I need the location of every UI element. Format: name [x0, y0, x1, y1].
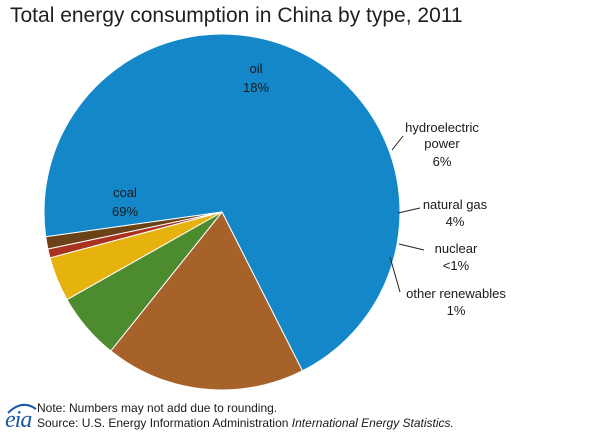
slice-coal [43, 33, 401, 372]
slice-label-nuclear: nuclear [435, 241, 478, 256]
footer-source: Source: U.S. Energy Information Administ… [37, 416, 597, 431]
slice-pct-oil: 18% [243, 80, 269, 95]
eia-logo-arc-icon [7, 403, 37, 414]
slice-label-natural-gas: natural gas [423, 197, 488, 212]
source-text: Source: U.S. Energy Information Administ… [37, 416, 292, 430]
slice-pct-hydroelectric-power: 6% [433, 154, 452, 169]
footer-note: Note: Numbers may not add due to roundin… [37, 401, 278, 415]
slice-other-renewables [45, 211, 223, 250]
footer: eia Note: Numbers may not add due to rou… [5, 401, 597, 433]
slice-pct-natural-gas: 4% [446, 214, 465, 229]
leader-line-other-renewables [389, 256, 401, 293]
slice-label-hydroelectric-power: power [424, 136, 460, 151]
slice-pct-nuclear: <1% [443, 258, 470, 273]
chart-title: Total energy consumption in China by typ… [10, 4, 463, 27]
slice-label-oil: oil [249, 61, 262, 76]
leader-line-hydroelectric-power [391, 135, 404, 151]
slice-label-hydroelectric-power: hydroelectric [405, 120, 479, 135]
slice-pct-other-renewables: 1% [447, 303, 466, 318]
slice-label-other-renewables: other renewables [406, 286, 506, 301]
leader-line-natural-gas [397, 207, 421, 214]
source-italic: International Energy Statistics. [291, 416, 454, 430]
leader-line-nuclear [398, 243, 425, 251]
eia-logo: eia [5, 407, 32, 433]
slice-pct-coal: 69% [112, 204, 138, 219]
slice-oil [110, 211, 304, 391]
slice-label-coal: coal [113, 185, 137, 200]
